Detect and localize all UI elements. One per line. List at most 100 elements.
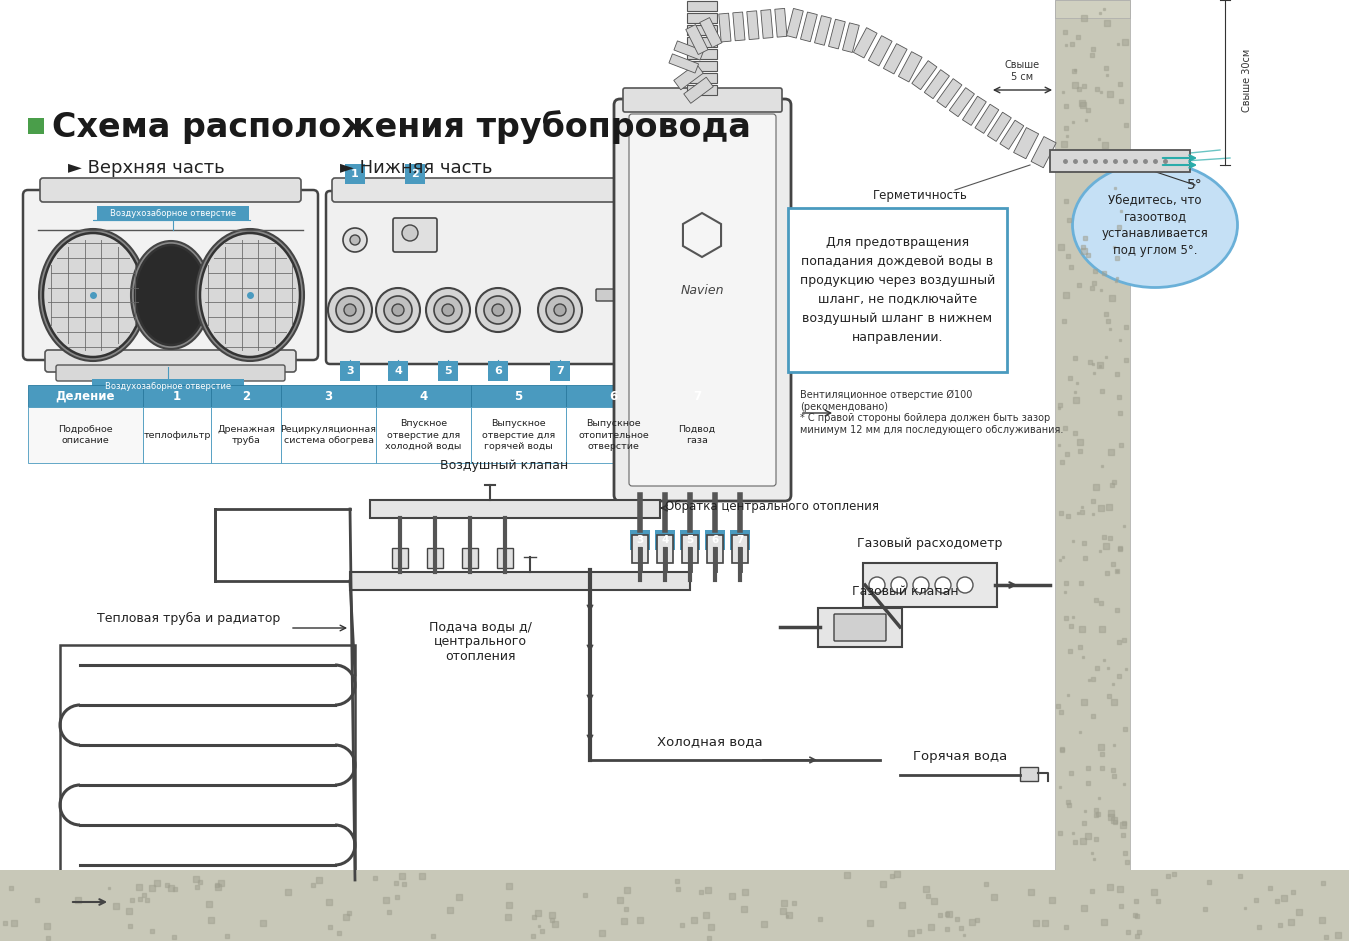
FancyBboxPatch shape [23,190,318,360]
Bar [0,870,1349,941]
Bar [471,407,567,463]
Text: Убедитесь, что
газоотвод
устанавливается
под углом 5°.: Убедитесь, что газоотвод устанавливается… [1102,193,1209,257]
FancyBboxPatch shape [97,206,250,221]
Bar [687,73,718,83]
FancyBboxPatch shape [817,608,902,647]
Text: Тепловая труба и радиатор: Тепловая труба и радиатор [97,612,281,625]
Polygon shape [800,12,817,41]
Circle shape [554,304,567,316]
Text: Газовый расходометр: Газовый расходометр [858,537,1002,550]
Polygon shape [843,23,859,53]
Bar [59,645,355,910]
Bar [687,49,718,59]
Bar [210,385,281,407]
Ellipse shape [196,229,304,361]
Polygon shape [936,79,962,107]
Polygon shape [719,13,731,42]
Bar [376,407,471,463]
FancyBboxPatch shape [596,289,616,301]
Text: 6: 6 [711,535,719,545]
Polygon shape [733,12,745,40]
Polygon shape [761,9,773,39]
FancyBboxPatch shape [623,88,782,112]
Text: 4: 4 [394,366,402,376]
Polygon shape [924,70,950,99]
Text: 7: 7 [693,390,701,403]
Text: 1: 1 [173,390,181,403]
Text: 3: 3 [325,390,333,403]
Bar [28,407,143,463]
Text: 2: 2 [411,169,420,179]
Text: Горячая вода: Горячая вода [913,750,1008,763]
Circle shape [426,288,469,332]
Text: 5°: 5° [1187,178,1203,192]
Bar [631,535,648,563]
Bar [471,385,567,407]
Text: Выпускное
отверстие для
горячей воды: Выпускное отверстие для горячей воды [482,420,556,451]
Text: 4: 4 [420,390,428,403]
Bar [143,385,210,407]
Text: Вентиляционное отверстие Ø100
(рекомендовано)
* С правой стороны бойлера должен : Вентиляционное отверстие Ø100 (рекомендо… [800,390,1063,435]
Circle shape [484,296,513,324]
Polygon shape [669,54,699,73]
Polygon shape [962,96,986,125]
Bar [1055,0,1130,870]
FancyBboxPatch shape [28,118,45,134]
Bar [349,572,689,590]
Polygon shape [869,36,892,66]
Circle shape [538,288,581,332]
Circle shape [376,288,420,332]
Bar [687,1,718,11]
Polygon shape [786,8,803,38]
Polygon shape [975,104,998,134]
Polygon shape [684,77,714,104]
Ellipse shape [39,229,147,361]
FancyBboxPatch shape [788,208,1006,372]
Polygon shape [854,27,877,58]
FancyBboxPatch shape [614,99,791,501]
Bar [687,13,718,23]
FancyBboxPatch shape [550,361,571,381]
FancyBboxPatch shape [57,365,285,381]
Bar [1055,0,1130,18]
Polygon shape [884,43,907,74]
Circle shape [492,304,505,316]
Bar [683,535,697,563]
Bar [567,407,661,463]
Text: Дренажная
труба: Дренажная труба [217,425,275,445]
Text: 5: 5 [514,390,522,403]
Bar [28,385,143,407]
Bar [393,548,407,568]
Circle shape [384,296,411,324]
FancyBboxPatch shape [40,178,301,202]
Bar [281,407,376,463]
Text: Свыше 30см: Свыше 30см [1242,48,1252,112]
Polygon shape [673,64,703,89]
Circle shape [344,304,356,316]
Bar [733,535,747,563]
Circle shape [402,225,418,241]
Text: 4: 4 [661,535,669,545]
FancyBboxPatch shape [92,379,244,394]
FancyBboxPatch shape [730,530,750,550]
Bar [657,535,673,563]
Ellipse shape [135,245,206,345]
FancyBboxPatch shape [326,191,629,364]
Circle shape [956,577,973,593]
Circle shape [890,577,907,593]
Bar [687,61,718,71]
Polygon shape [898,52,923,82]
Text: 6: 6 [494,366,502,376]
Circle shape [476,288,519,332]
Text: Схема расположения трубопровода: Схема расположения трубопровода [53,110,751,144]
Circle shape [546,296,575,324]
Circle shape [913,577,929,593]
Text: ► Нижняя часть: ► Нижняя часть [340,159,492,177]
Ellipse shape [43,233,143,357]
Text: Холодная вода: Холодная вода [657,735,762,748]
Polygon shape [700,18,722,48]
Bar [461,548,478,568]
Bar [376,385,471,407]
Circle shape [328,288,372,332]
Text: Герметичность: Герметичность [873,188,967,201]
